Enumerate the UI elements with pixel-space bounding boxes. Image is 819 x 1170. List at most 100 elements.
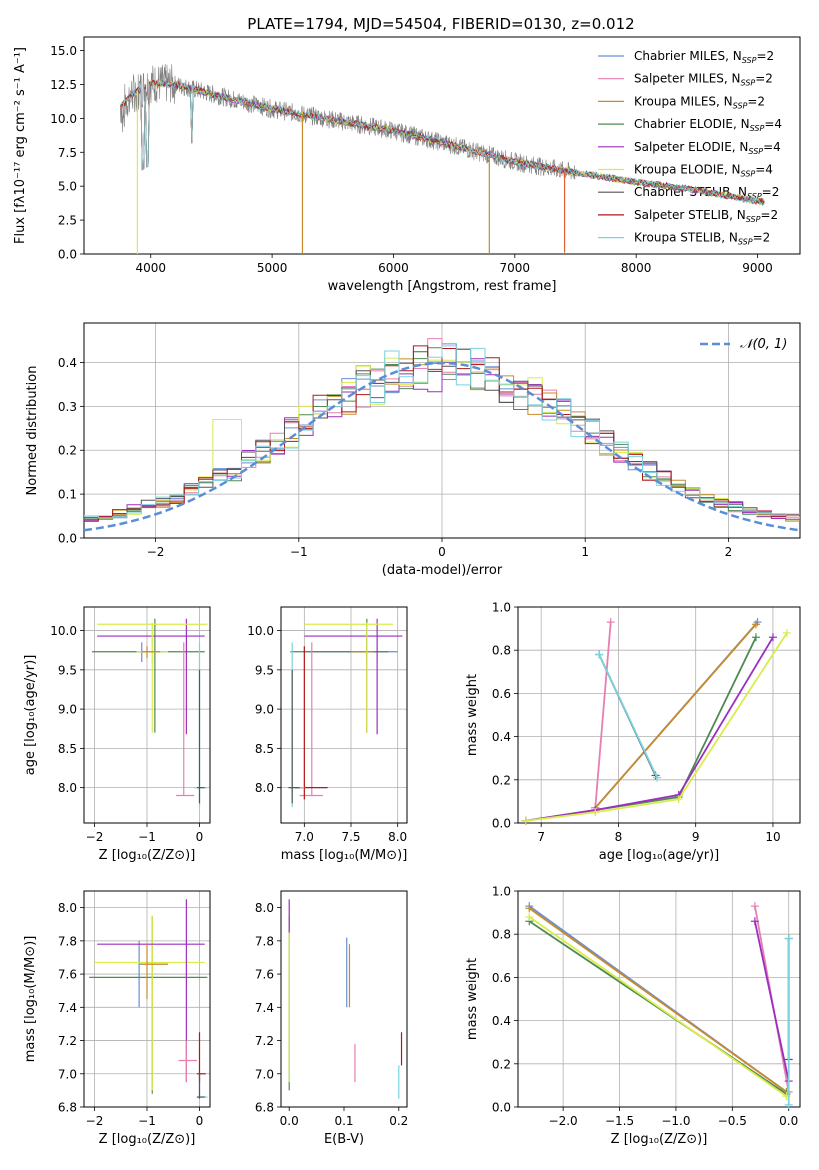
- x-axis-label: E(B-V): [324, 1132, 364, 1147]
- y-tick-label: 10.0: [247, 624, 274, 638]
- age-vs-Z-points: [91, 618, 208, 808]
- y-tick-label: 0.4: [492, 730, 511, 744]
- y-tick-label: 7.0: [255, 1067, 274, 1081]
- y-tick-label: 7.2: [58, 1034, 77, 1048]
- legend-label: Kroupa MILES, NSSP=2: [634, 94, 765, 110]
- y-tick-label: 8.0: [255, 901, 274, 915]
- y-tick-label: 15.0: [50, 44, 77, 58]
- legend-label: Chabrier MILES, NSSP=2: [634, 49, 774, 65]
- weight-vs-age-axes: 7 8 9 10 0.0 0.2 0.4 0.6 0.8 1.0 age [log₁₀(age/yr…: [465, 601, 801, 863]
- x-axis-label: Z [log₁₀(Z/Z⊙)]: [99, 1132, 196, 1147]
- residual-histogram: [84, 345, 800, 522]
- spectrum-axes: 4000 5000 6000 7000 8000 9000 0.0 2.5 5.0 7.5 10.0…: [13, 36, 801, 294]
- y-tick-label: 8.0: [58, 781, 77, 795]
- weight-line: [598, 654, 658, 778]
- normal-curve: [83, 361, 801, 532]
- weight-vs-Z-axes: −2.0 −1.5 −1.0 −0.5 0.0 0.0 0.2 0.4 0.6 0.8 1.0 Z […: [465, 885, 801, 1147]
- y-tick-label: 0.2: [492, 773, 511, 787]
- y-axis-label: mass [log₁₀(M/M⊙)]: [23, 936, 38, 1063]
- x-tick-label: −2.0: [549, 1114, 578, 1128]
- mass-vs-Z-axes: −2 −1 0 6.8 7.0 7.2 7.4 7.6 7.8 8.0 Z [log₁₀(Z/Z⊙)…: [23, 890, 211, 1147]
- y-tick-label: 7.6: [255, 968, 274, 982]
- x-tick-label: 8000: [621, 261, 652, 275]
- weight-line: [525, 636, 774, 822]
- y-tick-label: 0.3: [58, 400, 77, 414]
- residual-histogram: [84, 345, 800, 519]
- y-tick-label: 7.5: [58, 146, 77, 160]
- x-tick-label: −1: [290, 545, 308, 559]
- age-vs-Z-frame: [83, 606, 211, 824]
- y-tick-label: 0.2: [492, 1057, 511, 1071]
- y-tick-label: 9.5: [255, 663, 274, 677]
- y-tick-label: 8.5: [58, 742, 77, 756]
- mass-vs-EBV-points: [288, 899, 403, 1099]
- y-tick-label: 0.8: [492, 644, 511, 658]
- y-tick-label: 0.8: [492, 928, 511, 942]
- y-tick-label: 1.0: [492, 601, 511, 615]
- x-tick-label: 0.1: [334, 1114, 353, 1128]
- x-tick-label: 1: [581, 545, 589, 559]
- x-tick-label: 7.5: [341, 830, 360, 844]
- y-tick-label: 7.6: [58, 968, 77, 982]
- y-tick-label: 10.0: [50, 112, 77, 126]
- weight-vs-Z-series: [525, 902, 793, 1109]
- mass-vs-EBV-axes: 0.0 0.1 0.2 6.8 7.0 7.2 7.4 7.6 7.8 8.0 E(B-V): [255, 890, 408, 1147]
- residual-legend-label: 𝒩(0, 1): [740, 337, 787, 352]
- x-tick-label: −1: [138, 830, 156, 844]
- y-tick-label: 0.1: [58, 488, 77, 502]
- y-tick-label: 7.8: [255, 934, 274, 948]
- y-tick-label: 8.0: [255, 781, 274, 795]
- legend-label: Salpeter MILES, NSSP=2: [634, 72, 773, 88]
- x-tick-label: −0.5: [718, 1114, 747, 1128]
- x-tick-label: −2: [86, 830, 104, 844]
- legend: Chabrier MILES, NSSP=2 Salpeter MILES, NS…: [598, 49, 782, 247]
- weight-line: [594, 622, 612, 808]
- x-tick-label: 0.0: [779, 1114, 798, 1128]
- weight-vs-age-series: [521, 618, 791, 825]
- x-tick-label: 8: [615, 830, 623, 844]
- x-tick-label: 8.0: [388, 830, 407, 844]
- x-tick-label: 0: [438, 545, 446, 559]
- x-tick-label: 10: [765, 830, 780, 844]
- y-tick-label: 0.6: [492, 971, 511, 985]
- y-tick-label: 8.0: [58, 901, 77, 915]
- y-axis-label: age [log₁₀(age/yr)]: [23, 655, 38, 776]
- residual-histograms: 𝒩(0, 1): [83, 337, 801, 532]
- weight-vs-Z-frame: [517, 890, 801, 1108]
- x-axis-label: age [log₁₀(age/yr)]: [599, 848, 720, 863]
- legend-label: Kroupa ELODIE, NSSP=4: [634, 163, 773, 179]
- y-axis-label: Normed distribution: [25, 366, 40, 496]
- x-tick-label: 0: [196, 1114, 204, 1128]
- x-tick-label: 0.2: [389, 1114, 408, 1128]
- age-vs-mass-frame: [280, 606, 408, 824]
- y-tick-label: 7.4: [255, 1001, 274, 1015]
- y-tick-label: 0.6: [492, 687, 511, 701]
- y-tick-label: 6.8: [58, 1101, 77, 1115]
- x-tick-label: 0.0: [280, 1114, 299, 1128]
- y-tick-label: 1.0: [492, 885, 511, 899]
- spectrum-lines: [120, 63, 765, 254]
- x-tick-label: −1: [138, 1114, 156, 1128]
- residuals-frame: [83, 322, 801, 539]
- y-tick-label: 0.0: [58, 248, 77, 262]
- x-axis-label: Z [log₁₀(Z/Z⊙)]: [99, 848, 196, 863]
- residuals-axes: −2 −1 0 1 2 0.0 0.1 0.2 0.3 0.4 (data-model)/error…: [25, 322, 801, 578]
- x-tick-label: 2: [725, 545, 733, 559]
- y-tick-label: 0.0: [492, 1101, 511, 1115]
- mass-vs-EBV-frame: [280, 890, 408, 1108]
- x-tick-label: 9000: [742, 261, 773, 275]
- y-tick-label: 6.8: [255, 1101, 274, 1115]
- spectrum-model-line: [120, 80, 765, 206]
- y-axis-label: mass weight: [465, 958, 480, 1040]
- weight-line: [528, 916, 788, 1097]
- x-tick-label: 7.0: [295, 830, 314, 844]
- weight-line: [754, 921, 790, 1082]
- y-axis-label: Flux [fλ10⁻¹⁷ erg cm⁻² s⁻¹ A⁻¹]: [13, 47, 28, 244]
- weight-vs-age-frame: [517, 606, 801, 824]
- x-axis-label: mass [log₁₀(M/M⊙)]: [281, 848, 408, 863]
- x-tick-label: 5000: [257, 261, 288, 275]
- x-tick-label: −2: [86, 1114, 104, 1128]
- x-axis-label: (data-model)/error: [382, 563, 503, 578]
- legend-label: Kroupa STELIB, NSSP=2: [634, 231, 770, 247]
- y-tick-label: 8.5: [255, 742, 274, 756]
